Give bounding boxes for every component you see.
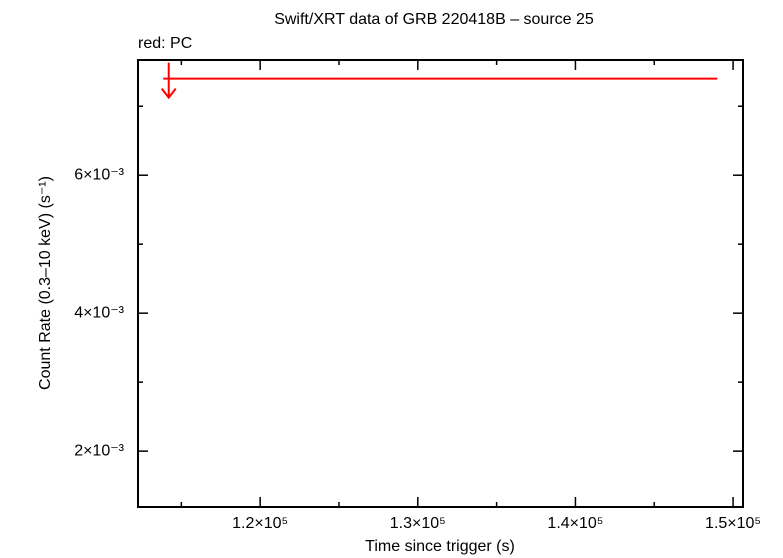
x-tick-label: 1.5×10⁵ xyxy=(705,515,761,532)
y-axis-label: Count Rate (0.3–10 keV) (s⁻¹) xyxy=(37,176,54,390)
x-tick-label: 1.2×10⁵ xyxy=(232,515,288,532)
annotation: red: PC xyxy=(138,35,192,52)
y-tick-label: 4×10⁻³ xyxy=(74,304,124,321)
plot-frame xyxy=(137,59,744,508)
x-tick-label: 1.4×10⁵ xyxy=(547,515,603,532)
x-axis-label: Time since trigger (s) xyxy=(365,538,515,555)
y-tick-label: 2×10⁻³ xyxy=(74,442,124,459)
upper-limit-arrow xyxy=(160,62,177,100)
x-tick-label: 1.3×10⁵ xyxy=(390,515,446,532)
chart-title: Swift/XRT data of GRB 220418B – source 2… xyxy=(274,11,594,28)
y-tick-label: 6×10⁻³ xyxy=(74,166,124,183)
